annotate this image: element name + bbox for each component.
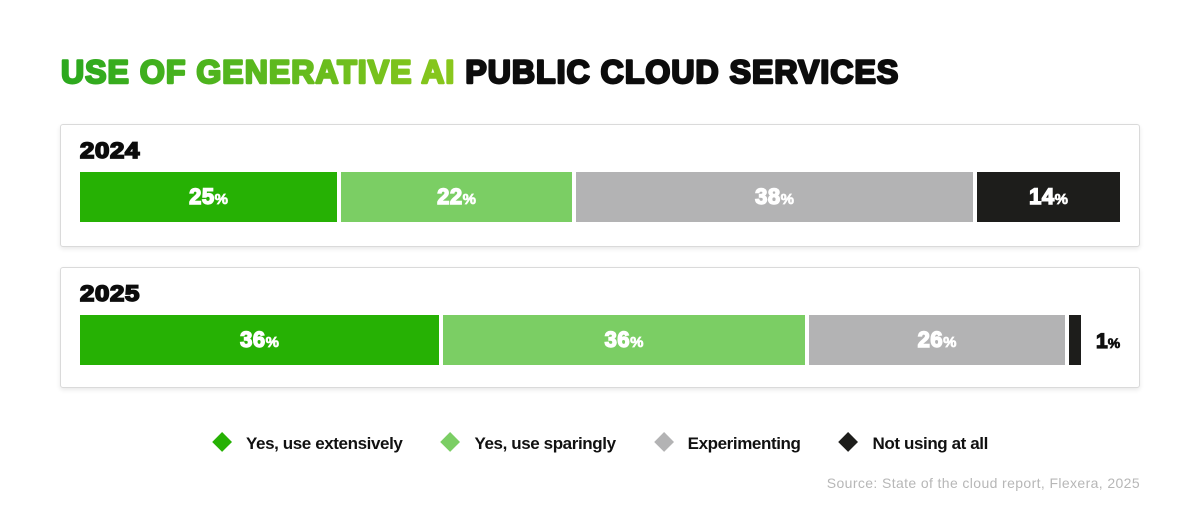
svg-text:USE OF GENERATIVE AI PU: USE OF GENERATIVE AI PUBLIC CLOUD SERVIC… [61, 54, 899, 90]
